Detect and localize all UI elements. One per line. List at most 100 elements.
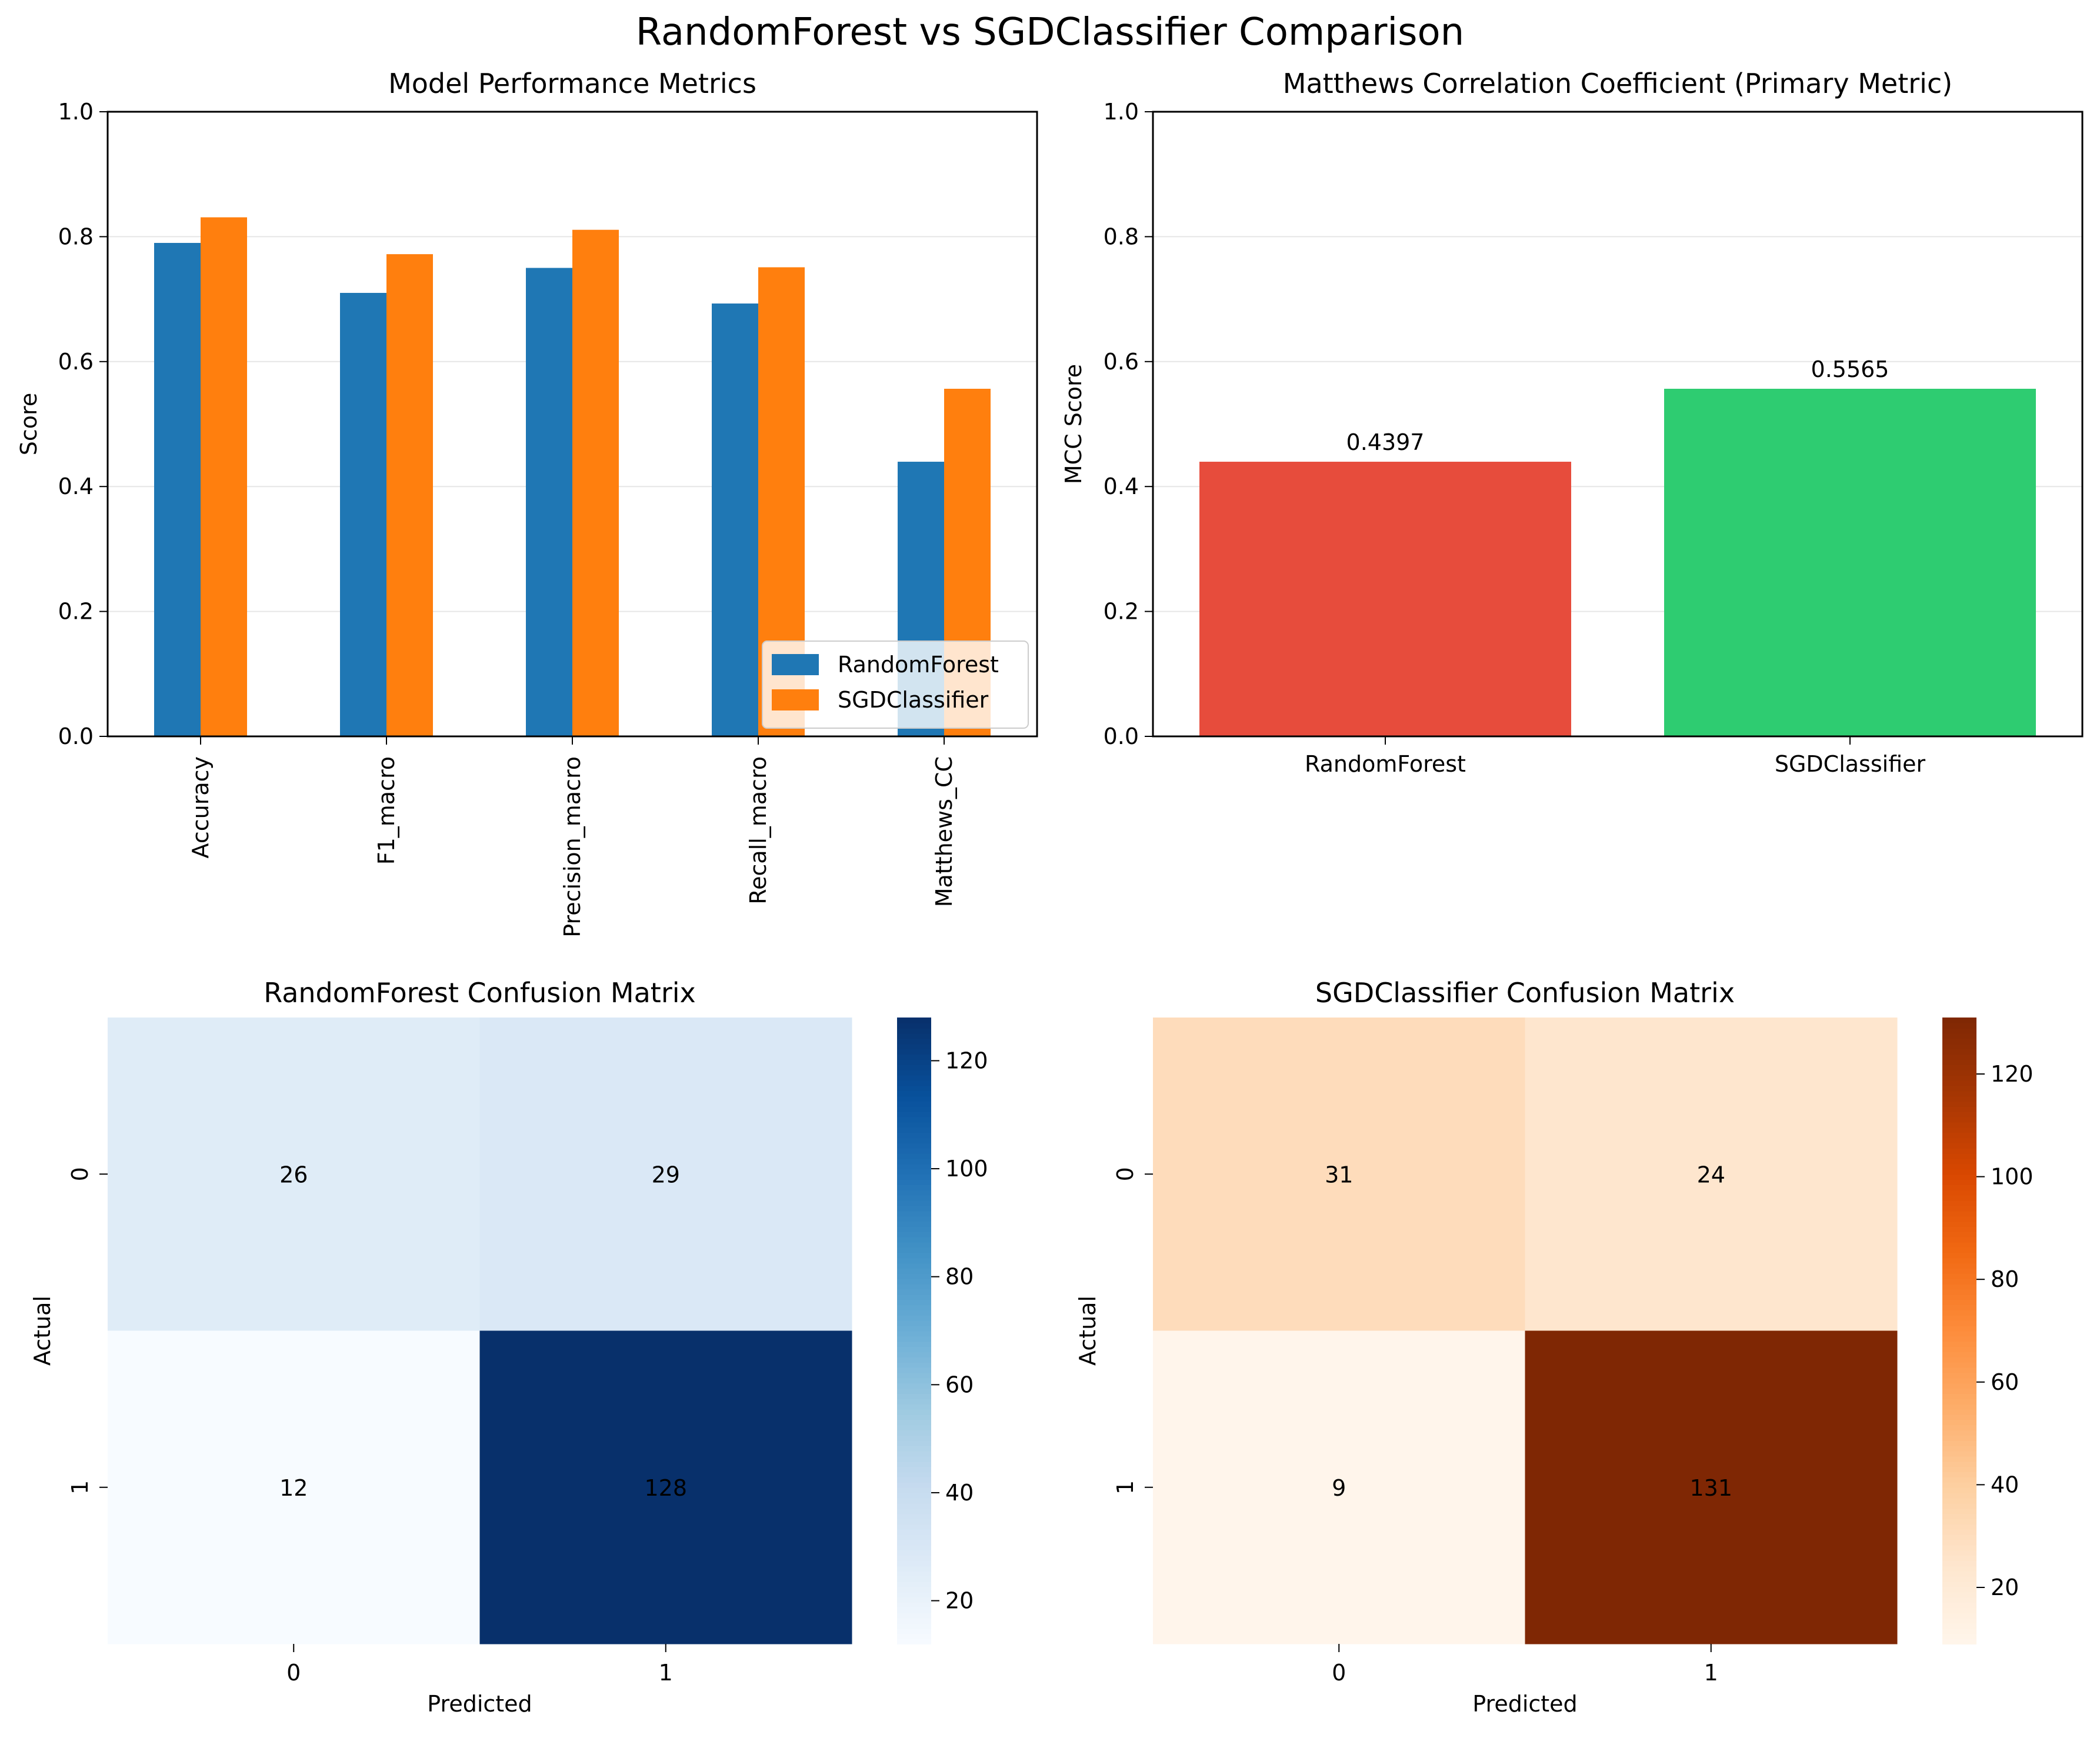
rf-cm-colorbar-segment xyxy=(897,1236,931,1243)
rf-cm-colorbar-segment xyxy=(897,1508,931,1515)
sgd-cm-colorbar-segment xyxy=(1942,1419,1976,1426)
sgd-cm-colorbar-segment xyxy=(1942,1043,1976,1050)
sgd-cm-colorbar-segment xyxy=(1942,1565,1976,1572)
rf-cm-colorbar-segment xyxy=(897,1435,931,1441)
rf-cm-y-tick-label: 0 xyxy=(67,1167,93,1181)
rf-cm-colorbar-segment xyxy=(897,1581,931,1587)
rf-cm-colorbar-segment xyxy=(897,1356,931,1363)
rf-cm-colorbar-segment xyxy=(897,1628,931,1634)
rf-cm-colorbar-segment xyxy=(897,1127,931,1133)
rf-cm-colorbar-segment xyxy=(897,1163,931,1170)
rf-cm-colorbar-segment xyxy=(897,1466,931,1473)
metrics-title: Model Performance Metrics xyxy=(388,68,756,99)
sgd-cm-colorbar-segment xyxy=(1942,1174,1976,1180)
sgd-cm-colorbar-segment xyxy=(1942,1534,1976,1540)
rf-cm-colorbar-segment xyxy=(897,1226,931,1232)
sgd-cm-colorbar-segment xyxy=(1942,1069,1976,1076)
rf-cm-colorbar-segment xyxy=(897,1477,931,1483)
rf-cm-colorbar-segment xyxy=(897,1346,931,1352)
metrics-legend xyxy=(762,641,1029,729)
rf-cm-colorbar-segment xyxy=(897,1592,931,1598)
sgd-cm-x-tick-label: 0 xyxy=(1332,1660,1346,1686)
legend-label-SGDClassifier: SGDClassifier xyxy=(838,687,989,713)
mcc-data-label: 0.4397 xyxy=(1346,429,1425,455)
sgd-cm-colorbar-segment xyxy=(1942,1482,1976,1488)
bar-SGDClassifier-Accuracy xyxy=(201,217,247,736)
rf-cm-colorbar-segment xyxy=(897,1341,931,1347)
sgd-cm-colorbar-segment xyxy=(1942,1185,1976,1190)
sgd-cm-colorbar-segment xyxy=(1942,1127,1976,1133)
rf-cm-colorbar-segment xyxy=(897,1033,931,1039)
rf-cm-colorbar-segment xyxy=(897,1189,931,1196)
rf-cm-colorbar-segment xyxy=(897,1497,931,1504)
rf-cm-colorbar-segment xyxy=(897,1085,931,1092)
rf-cm-colorbar-tick-label: 40 xyxy=(945,1480,974,1506)
mcc-title: Matthews Correlation Coefficient (Primar… xyxy=(1283,68,1952,99)
sgd-cm-colorbar-segment xyxy=(1942,1628,1976,1634)
sgd-cm-colorbar-segment xyxy=(1942,1330,1976,1337)
rf-cm-colorbar-segment xyxy=(897,1445,931,1452)
rf-cm-colorbar-segment xyxy=(897,1560,931,1566)
sgd-cm-colorbar-segment xyxy=(1942,1492,1976,1499)
rf-cm-colorbar-segment xyxy=(897,1617,931,1624)
sgd-cm-colorbar-segment xyxy=(1942,1503,1976,1509)
sgd-cm-colorbar-segment xyxy=(1942,1038,1976,1045)
metrics-x-tick-label: Precision_macro xyxy=(559,756,585,938)
sgd-cm-colorbar-segment xyxy=(1942,1205,1976,1212)
metrics-y-tick-label: 0.6 xyxy=(58,349,94,375)
rf-cm-colorbar-segment xyxy=(897,1049,931,1055)
sgd-cm-colorbar-tick-label: 100 xyxy=(1991,1164,2034,1190)
sgd-cm-colorbar-tick-label: 40 xyxy=(1991,1472,2019,1497)
metrics-x-tick-label: Accuracy xyxy=(188,756,214,859)
sgd-cm-colorbar-tick-label: 80 xyxy=(1991,1266,2019,1292)
rf-cm-colorbar-segment xyxy=(897,1372,931,1379)
rf-cm-colorbar-segment xyxy=(897,1388,931,1394)
sgd-cm-y-tick-label: 0 xyxy=(1112,1167,1138,1181)
rf-cm-colorbar-tick-label: 60 xyxy=(945,1372,974,1397)
sgd-cm-colorbar-segment xyxy=(1942,1143,1976,1149)
sgd-cm-colorbar-segment xyxy=(1942,1137,1976,1143)
mcc-x-tick-label: SGDClassifier xyxy=(1775,751,1926,777)
sgd-cm-colorbar-segment xyxy=(1942,1310,1976,1316)
sgd-cm-cell-value: 9 xyxy=(1332,1475,1346,1501)
metrics-y-tick-label: 1.0 xyxy=(58,99,94,125)
sgd-cm-colorbar-segment xyxy=(1942,1519,1976,1524)
rf-cm-colorbar-segment xyxy=(897,1503,931,1509)
sgd-cm-colorbar-segment xyxy=(1942,1236,1976,1243)
sgd-cm-colorbar-segment xyxy=(1942,1445,1976,1452)
sgd-cm-colorbar-segment xyxy=(1942,1367,1976,1373)
rf-cm-colorbar-segment xyxy=(897,1398,931,1405)
rf-cm-colorbar-segment xyxy=(897,1075,931,1081)
sgd-cm-colorbar-segment xyxy=(1942,1221,1976,1227)
sgd-cm-colorbar-segment xyxy=(1942,1090,1976,1097)
metrics-x-tick-label: Matthews_CC xyxy=(931,756,957,907)
sgd-cm-colorbar-segment xyxy=(1942,1393,1976,1399)
mcc-bar-RandomForest xyxy=(1199,462,1571,736)
sgd-cm-colorbar-segment xyxy=(1942,1257,1976,1264)
sgd-cm-colorbar-segment xyxy=(1942,1101,1976,1107)
sgd-cm-cell-value: 31 xyxy=(1325,1162,1353,1187)
sgd-cm-colorbar-segment xyxy=(1942,1080,1976,1086)
metrics-y-tick-label: 0.8 xyxy=(58,223,94,249)
sgd-cm-colorbar-segment xyxy=(1942,1388,1976,1394)
rf-cm-colorbar-segment xyxy=(897,1289,931,1295)
sgd-cm-colorbar-segment xyxy=(1942,1612,1976,1619)
rf-cm-colorbar-segment xyxy=(897,1153,931,1159)
rf-cm-colorbar-segment xyxy=(897,1570,931,1577)
sgd-cm-colorbar-segment xyxy=(1942,1560,1976,1566)
rf-cm-colorbar-segment xyxy=(897,1247,931,1253)
sgd-cm-colorbar-segment xyxy=(1942,1403,1976,1410)
sgd-cm-colorbar-segment xyxy=(1942,1550,1976,1556)
rf-cm-colorbar-segment xyxy=(897,1607,931,1613)
rf-cm-colorbar-segment xyxy=(897,1597,931,1603)
sgd-cm-colorbar-segment xyxy=(1942,1158,1976,1165)
sgd-cm-colorbar-segment xyxy=(1942,1529,1976,1535)
sgd-cm-colorbar-segment xyxy=(1942,1018,1976,1023)
sgd-cm-colorbar-segment xyxy=(1942,1273,1976,1279)
sgd-cm-colorbar-segment xyxy=(1942,1466,1976,1473)
rf-cm-colorbar-tick-label: 20 xyxy=(945,1588,974,1614)
rf-cm-colorbar-segment xyxy=(897,1409,931,1415)
mcc-y-tick-label: 0.8 xyxy=(1104,223,1139,249)
sgd-cm-colorbar-segment xyxy=(1942,1283,1976,1290)
sgd-cm-colorbar-segment xyxy=(1942,1263,1976,1269)
